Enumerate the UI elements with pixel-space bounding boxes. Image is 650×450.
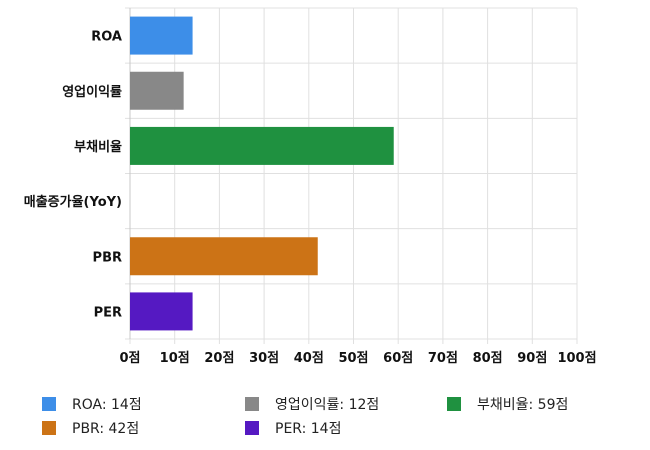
x-tick-label-10: 100점	[557, 351, 596, 366]
category-label-3: 매출증가율(YoY)	[24, 194, 122, 210]
x-tick-label-3: 30점	[249, 351, 279, 366]
x-tick-label-4: 40점	[294, 351, 324, 366]
x-tick-label-9: 90점	[517, 351, 547, 366]
bar-4	[130, 237, 318, 276]
bar-1	[130, 71, 184, 110]
x-tick-label-8: 80점	[473, 351, 503, 366]
bar-2	[130, 126, 394, 165]
bar-5	[130, 292, 193, 331]
x-tick-label-7: 70점	[428, 351, 458, 366]
category-label-1: 영업이익률	[62, 84, 122, 100]
x-tick-label-6: 60점	[383, 351, 413, 366]
x-tick-label-0: 0점	[119, 351, 140, 366]
category-label-0: ROA	[91, 30, 122, 45]
category-label-4: PBR	[93, 250, 122, 265]
category-label-5: PER	[94, 305, 122, 320]
bar-0	[130, 16, 193, 55]
x-tick-label-2: 20점	[204, 351, 234, 366]
x-tick-label-5: 50점	[338, 351, 368, 366]
category-label-2: 부채비율	[74, 139, 122, 155]
x-tick-label-1: 10점	[160, 351, 190, 366]
